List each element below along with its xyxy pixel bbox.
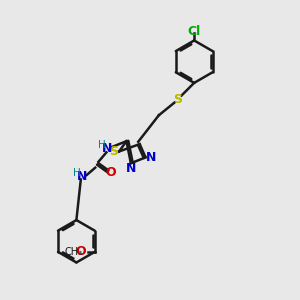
Text: CH₃: CH₃ <box>65 247 83 257</box>
Text: S: S <box>173 93 182 106</box>
Text: N: N <box>146 151 156 164</box>
Text: Cl: Cl <box>188 25 201 38</box>
Text: O: O <box>75 245 86 258</box>
Text: N: N <box>126 162 136 175</box>
Text: N: N <box>77 170 88 183</box>
Text: H: H <box>74 168 81 178</box>
Text: N: N <box>102 142 112 155</box>
Text: S: S <box>109 145 118 158</box>
Text: O: O <box>106 166 116 178</box>
Text: H: H <box>98 140 106 150</box>
